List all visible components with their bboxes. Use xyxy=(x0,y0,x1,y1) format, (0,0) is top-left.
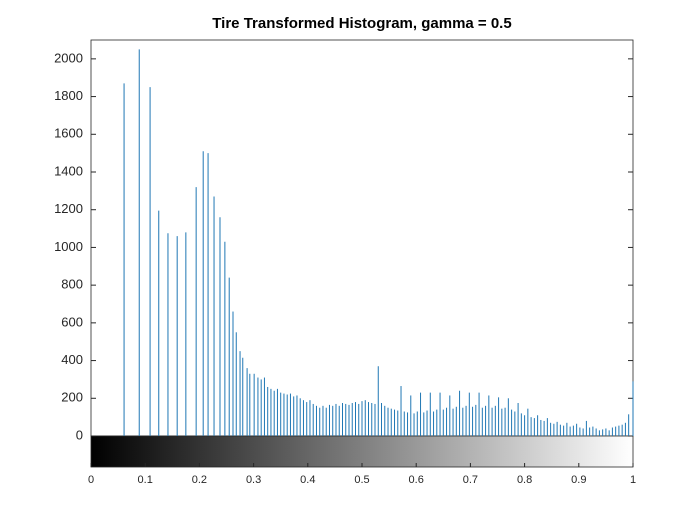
y-tick-label: 2000 xyxy=(54,50,83,65)
colorbar xyxy=(90,435,634,468)
y-tick-label: 1000 xyxy=(54,239,83,254)
y-tick-label: 1400 xyxy=(54,163,83,178)
y-tick-label: 1600 xyxy=(54,126,83,141)
plot-area xyxy=(90,39,634,437)
x-tick-label: 0.2 xyxy=(192,474,207,486)
y-tick-label: 600 xyxy=(61,314,83,329)
y-tick-label: 0 xyxy=(76,427,83,442)
x-tick-label: 0.7 xyxy=(463,474,478,486)
x-tick-label: 0.6 xyxy=(409,474,424,486)
x-tick-label: 0.8 xyxy=(517,474,532,486)
y-tick-label: 200 xyxy=(61,390,83,405)
x-tick-label: 0.4 xyxy=(300,474,315,486)
x-tick-label: 0 xyxy=(88,474,94,486)
y-tick-label: 1800 xyxy=(54,88,83,103)
y-tick-label: 1200 xyxy=(54,201,83,216)
x-tick-label: 0.3 xyxy=(246,474,261,486)
y-tick-label: 800 xyxy=(61,277,83,292)
x-tick-label: 1 xyxy=(630,474,636,486)
x-tick-label: 0.5 xyxy=(354,474,369,486)
x-tick-label: 0.9 xyxy=(571,474,586,486)
y-tick-label: 400 xyxy=(61,352,83,367)
chart-title: Tire Transformed Histogram, gamma = 0.5 xyxy=(212,15,511,32)
x-tick-label: 0.1 xyxy=(138,474,153,486)
